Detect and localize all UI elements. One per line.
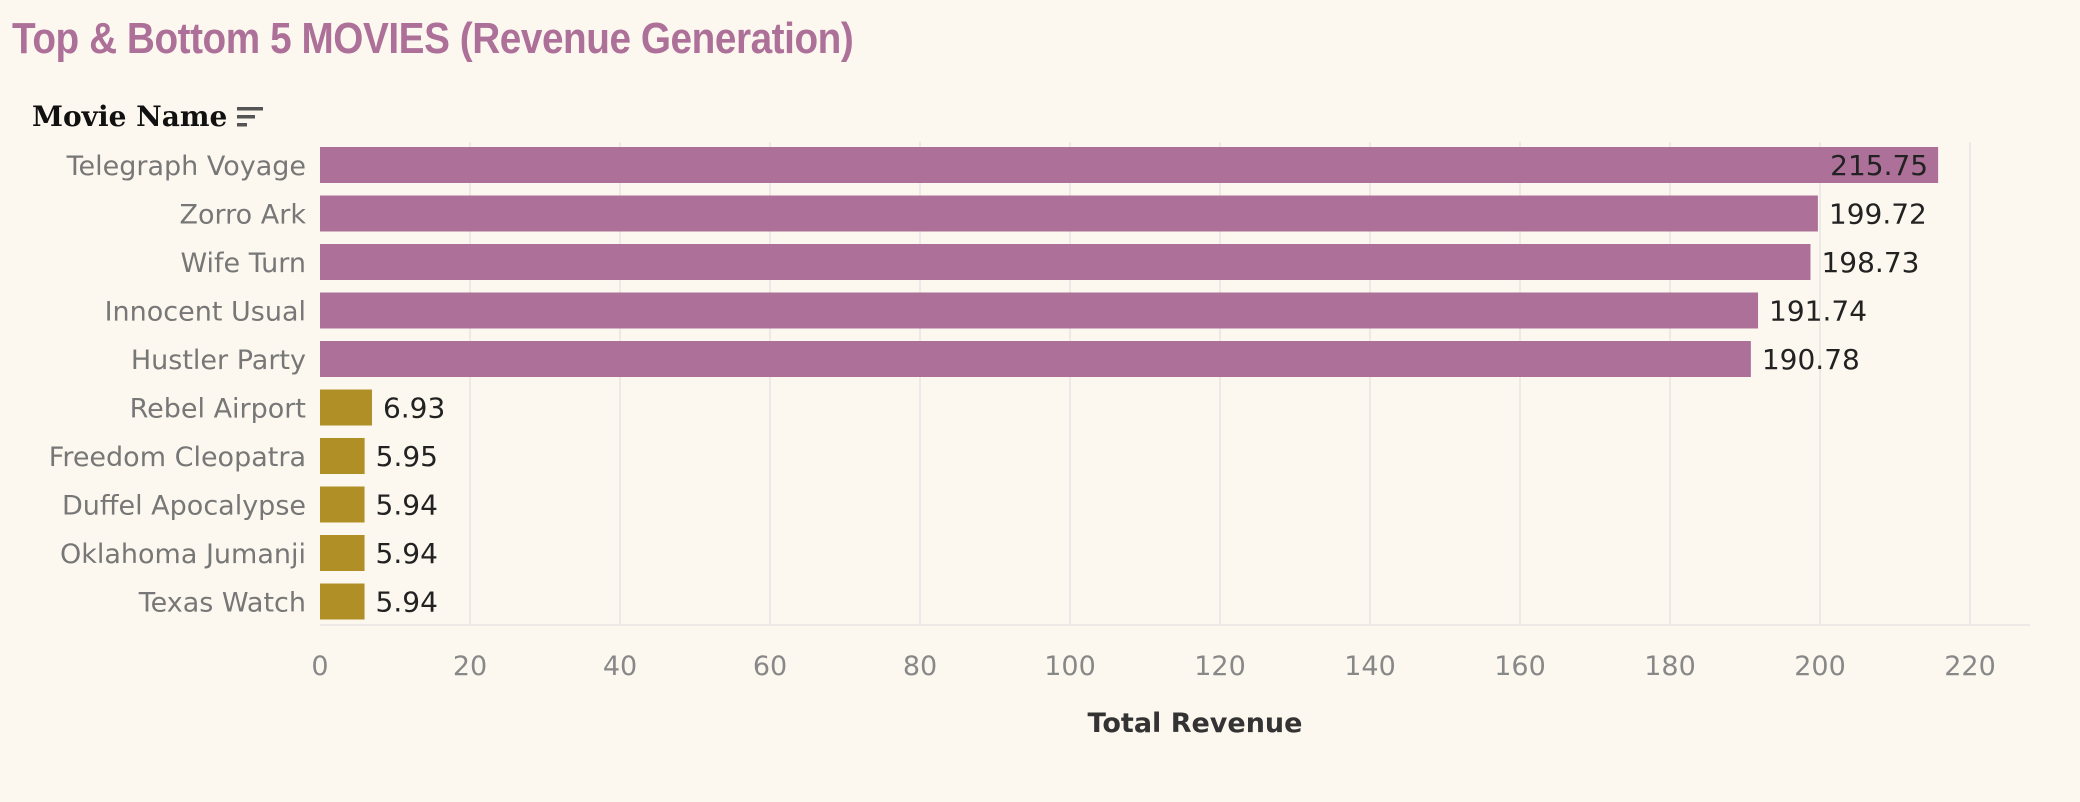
category-label[interactable]: Texas Watch — [138, 588, 306, 619]
bar-top[interactable] — [320, 195, 1818, 232]
bar-bottom[interactable] — [320, 389, 372, 426]
value-label: 215.75 — [1830, 149, 1928, 182]
value-label: 199.72 — [1829, 198, 1927, 231]
x-tick-label: 160 — [1494, 651, 1546, 682]
bar-bottom[interactable] — [320, 438, 365, 474]
chart-title: Top & Bottom 5 MOVIES (Revenue Generatio… — [12, 14, 854, 63]
bar-bottom[interactable] — [320, 583, 365, 620]
bar-bottom[interactable] — [320, 486, 365, 523]
bar-top[interactable] — [320, 244, 1811, 280]
value-labels: 215.75 199.72 198.73 191.74 190.78 6.93 5.95 5.… — [376, 149, 1929, 619]
x-tick-label: 80 — [903, 651, 937, 682]
x-axis-ticks: 0 20 40 60 80 100 120 140 160 180 200 220 — [311, 651, 1995, 682]
category-label[interactable]: Oklahoma Jumanji — [60, 539, 306, 570]
x-axis-title: Total Revenue — [1088, 708, 1303, 739]
value-label: 191.74 — [1769, 295, 1867, 328]
category-label[interactable]: Wife Turn — [180, 248, 306, 279]
category-label[interactable]: Telegraph Voyage — [66, 151, 306, 182]
value-label: 5.94 — [376, 586, 438, 619]
x-tick-label: 180 — [1644, 651, 1696, 682]
x-tick-label: 140 — [1344, 651, 1396, 682]
value-label: 190.78 — [1762, 343, 1860, 376]
x-tick-label: 120 — [1194, 651, 1246, 682]
x-tick-label: 20 — [453, 651, 487, 682]
value-label: 198.73 — [1821, 246, 1919, 279]
category-label[interactable]: Duffel Apocalypse — [62, 491, 306, 522]
bar-top[interactable] — [320, 147, 1939, 183]
bar-top[interactable] — [320, 341, 1751, 377]
value-label: 5.95 — [376, 440, 438, 473]
category-label[interactable]: Zorro Ark — [180, 200, 307, 231]
bars — [320, 147, 1939, 620]
category-label[interactable]: Hustler Party — [131, 345, 306, 376]
x-tick-label: 40 — [603, 651, 637, 682]
value-label: 5.94 — [376, 537, 438, 570]
bar-bottom[interactable] — [320, 535, 365, 571]
value-label: 6.93 — [383, 392, 445, 425]
x-tick-label: 100 — [1044, 651, 1096, 682]
movie-name-field-header[interactable]: Movie Name — [32, 100, 265, 133]
x-tick-label: 60 — [753, 651, 787, 682]
value-label: 5.94 — [376, 489, 438, 522]
category-label[interactable]: Freedom Cleopatra — [49, 442, 306, 473]
category-labels: Telegraph Voyage Zorro Ark Wife Turn Innoce… — [49, 151, 307, 619]
bar-top[interactable] — [320, 292, 1759, 329]
sort-descending-icon[interactable] — [237, 106, 265, 128]
x-tick-label: 200 — [1794, 651, 1846, 682]
x-tick-label: 0 — [311, 651, 328, 682]
x-tick-label: 220 — [1944, 651, 1996, 682]
movie-name-field-label: Movie Name — [32, 100, 228, 133]
category-label[interactable]: Rebel Airport — [130, 394, 306, 425]
category-label[interactable]: Innocent Usual — [105, 297, 306, 328]
